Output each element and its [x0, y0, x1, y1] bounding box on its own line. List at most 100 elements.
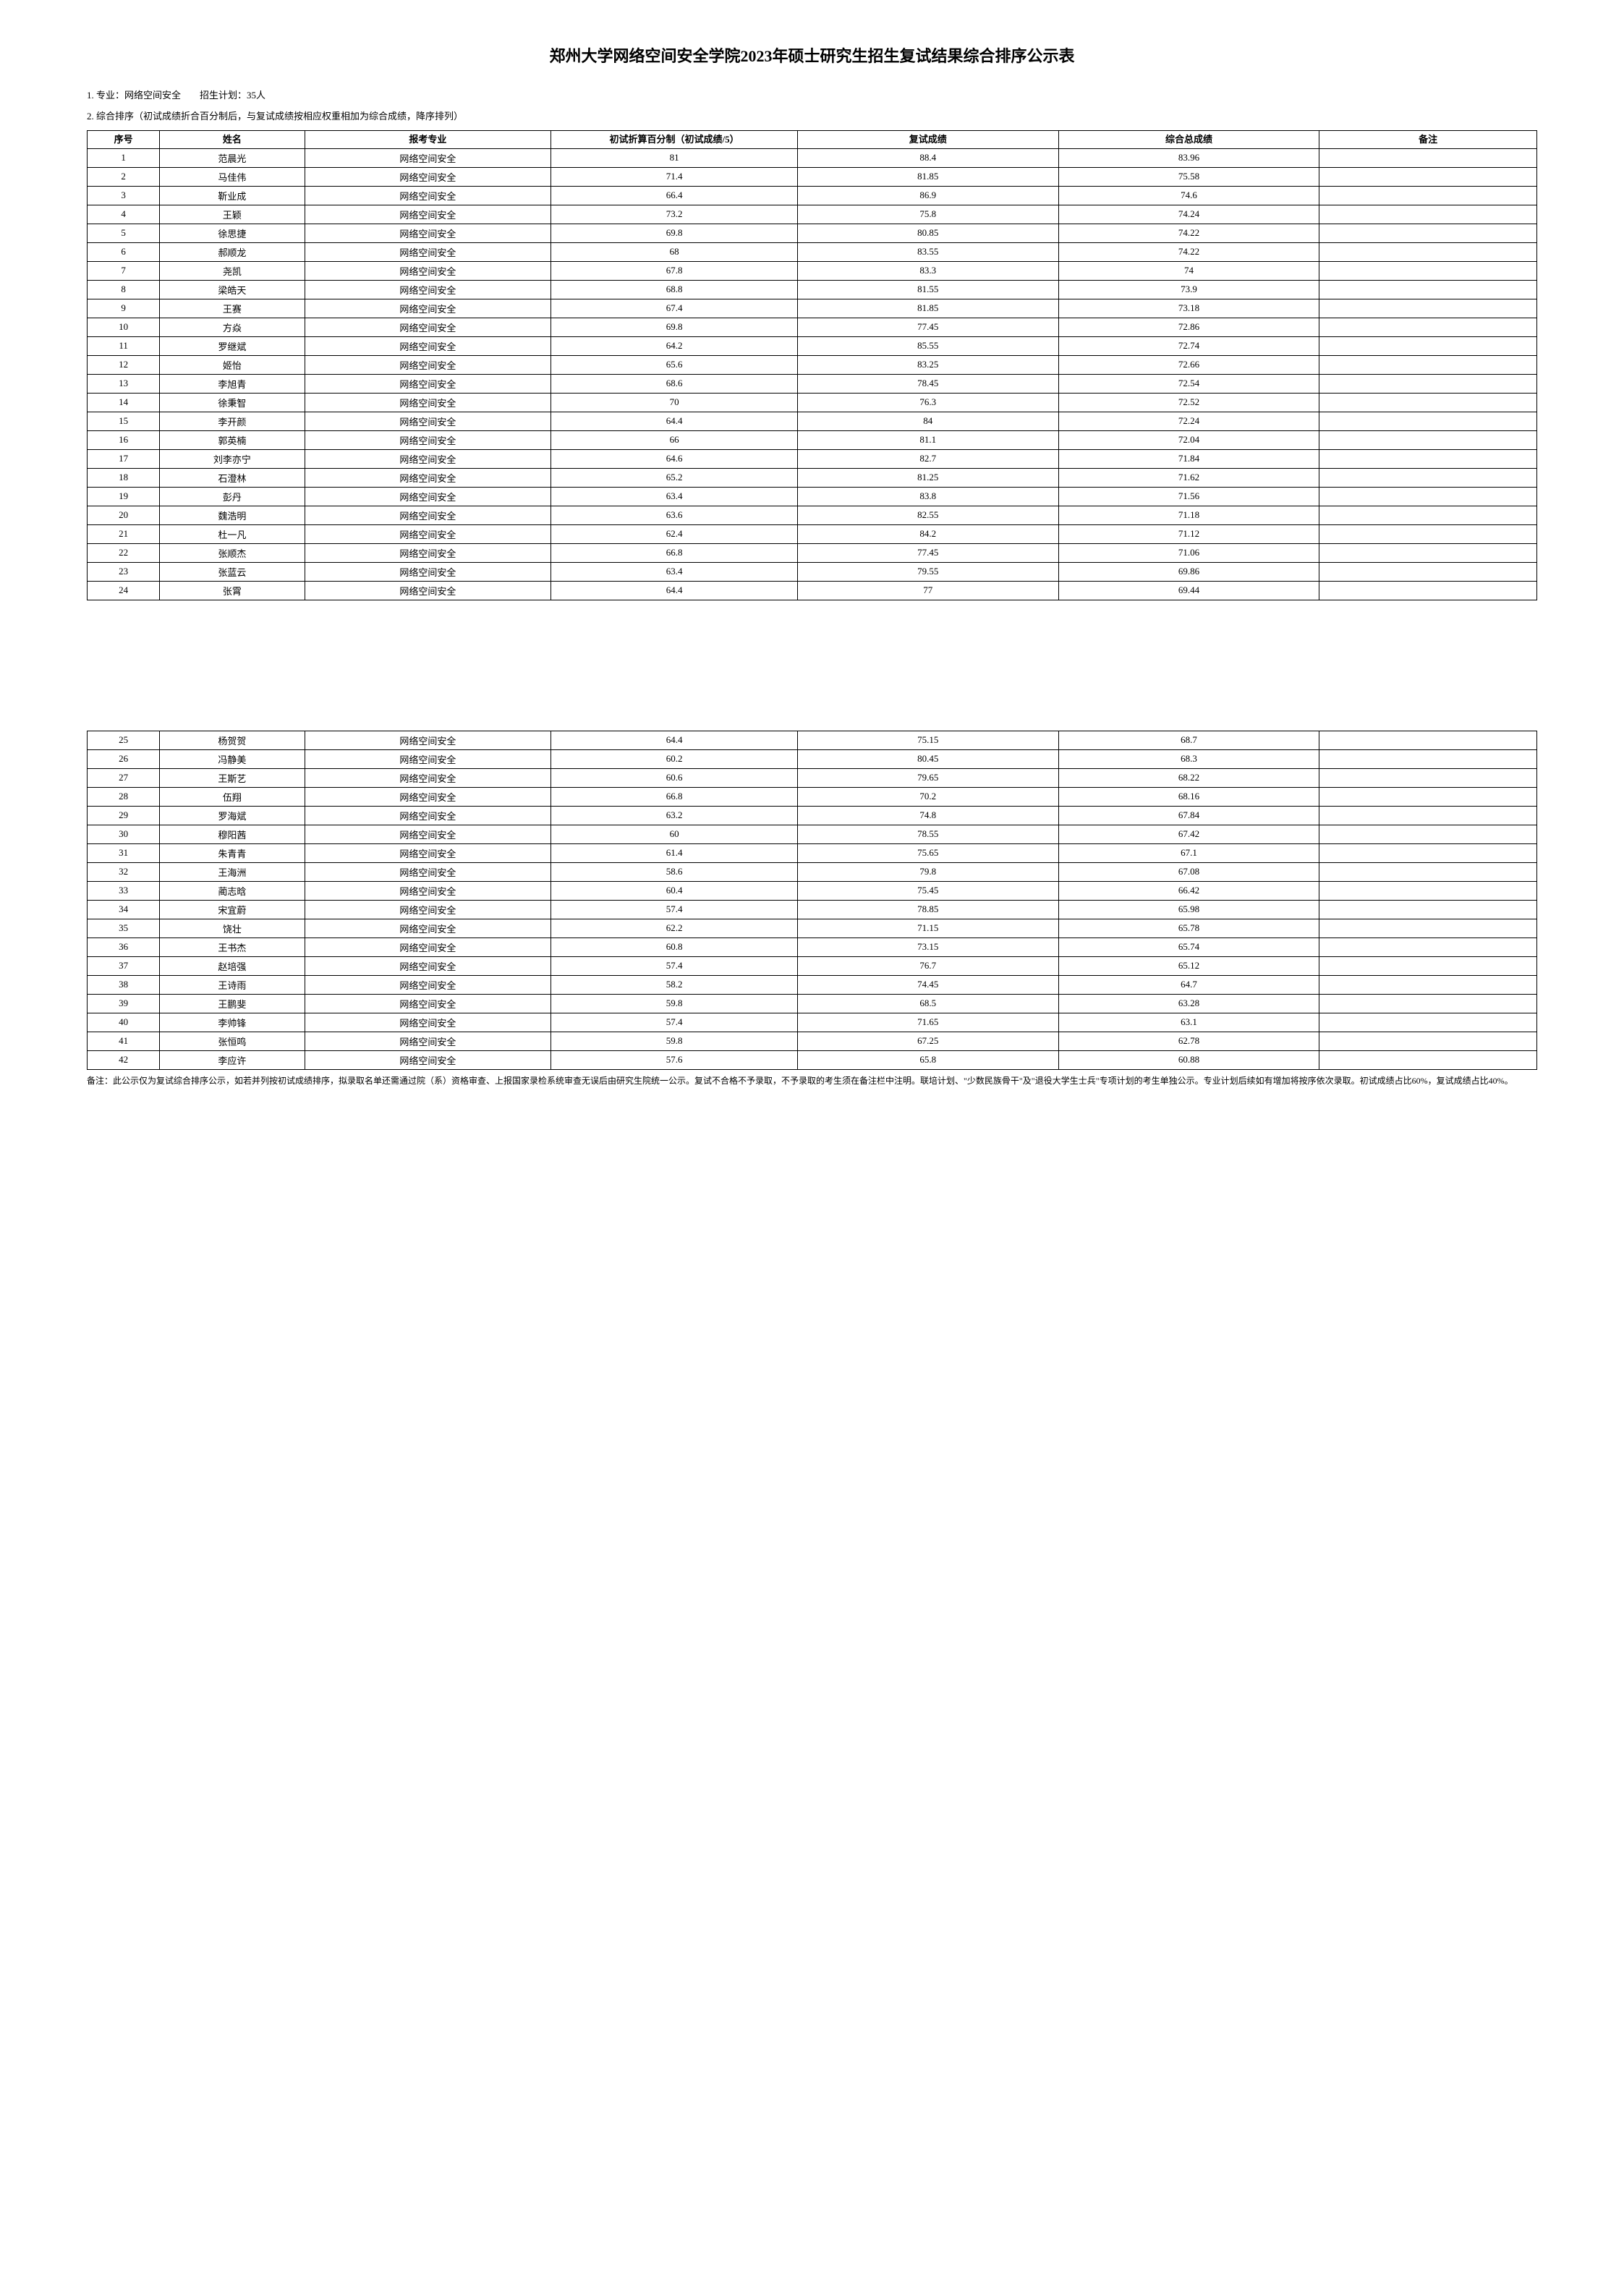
table-row: 10方焱网络空间安全69.877.4572.86 [88, 318, 1537, 336]
cell-idx: 36 [88, 937, 160, 956]
cell-prelim: 63.6 [551, 506, 798, 524]
cell-prelim: 64.6 [551, 449, 798, 468]
cell-name: 王斯艺 [160, 768, 305, 787]
results-table-2: 25杨贺贺网络空间安全64.475.1568.726冯静美网络空间安全60.28… [87, 731, 1537, 1070]
cell-prelim: 64.4 [551, 412, 798, 430]
cell-note [1319, 843, 1537, 862]
cell-name: 罗继斌 [160, 336, 305, 355]
cell-prelim: 63.2 [551, 806, 798, 825]
cell-retest: 76.7 [797, 956, 1058, 975]
cell-major: 网络空间安全 [305, 1032, 551, 1050]
cell-idx: 29 [88, 806, 160, 825]
cell-total: 75.58 [1058, 167, 1319, 186]
cell-total: 68.16 [1058, 787, 1319, 806]
cell-prelim: 68.6 [551, 374, 798, 393]
cell-retest: 79.55 [797, 562, 1058, 581]
table-row: 22张顺杰网络空间安全66.877.4571.06 [88, 543, 1537, 562]
cell-retest: 81.25 [797, 468, 1058, 487]
cell-note [1319, 280, 1537, 299]
cell-prelim: 81 [551, 148, 798, 167]
cell-note [1319, 975, 1537, 994]
cell-retest: 71.15 [797, 919, 1058, 937]
cell-prelim: 66.8 [551, 787, 798, 806]
col-header-prelim: 初试折算百分制（初试成绩/5） [551, 130, 798, 148]
cell-major: 网络空间安全 [305, 749, 551, 768]
cell-idx: 20 [88, 506, 160, 524]
cell-major: 网络空间安全 [305, 205, 551, 224]
cell-prelim: 60.4 [551, 881, 798, 900]
cell-note [1319, 318, 1537, 336]
cell-major: 网络空间安全 [305, 731, 551, 749]
cell-name: 王颖 [160, 205, 305, 224]
table-body-2: 25杨贺贺网络空间安全64.475.1568.726冯静美网络空间安全60.28… [88, 731, 1537, 1069]
cell-prelim: 69.8 [551, 318, 798, 336]
table-row: 14徐秉智网络空间安全7076.372.52 [88, 393, 1537, 412]
cell-total: 71.06 [1058, 543, 1319, 562]
cell-note [1319, 1050, 1537, 1069]
cell-major: 网络空间安全 [305, 299, 551, 318]
cell-total: 71.18 [1058, 506, 1319, 524]
table-row: 2马佳伟网络空间安全71.481.8575.58 [88, 167, 1537, 186]
table-row: 41张恒鸣网络空间安全59.867.2562.78 [88, 1032, 1537, 1050]
cell-major: 网络空间安全 [305, 449, 551, 468]
table-row: 1范晨光网络空间安全8188.483.96 [88, 148, 1537, 167]
cell-prelim: 61.4 [551, 843, 798, 862]
cell-prelim: 57.4 [551, 956, 798, 975]
cell-prelim: 60.8 [551, 937, 798, 956]
cell-total: 72.86 [1058, 318, 1319, 336]
table-row: 40李帅锋网络空间安全57.471.6563.1 [88, 1013, 1537, 1032]
cell-retest: 81.1 [797, 430, 1058, 449]
cell-name: 范晨光 [160, 148, 305, 167]
cell-major: 网络空间安全 [305, 468, 551, 487]
cell-retest: 81.55 [797, 280, 1058, 299]
cell-name: 郝顺龙 [160, 242, 305, 261]
cell-idx: 6 [88, 242, 160, 261]
cell-total: 60.88 [1058, 1050, 1319, 1069]
cell-note [1319, 956, 1537, 975]
cell-major: 网络空间安全 [305, 1013, 551, 1032]
cell-note [1319, 768, 1537, 787]
cell-major: 网络空间安全 [305, 393, 551, 412]
table-row: 12姬怡网络空间安全65.683.2572.66 [88, 355, 1537, 374]
cell-note [1319, 355, 1537, 374]
cell-prelim: 63.4 [551, 487, 798, 506]
cell-retest: 86.9 [797, 186, 1058, 205]
cell-prelim: 67.4 [551, 299, 798, 318]
cell-note [1319, 374, 1537, 393]
cell-name: 王鹏斐 [160, 994, 305, 1013]
cell-idx: 26 [88, 749, 160, 768]
cell-idx: 15 [88, 412, 160, 430]
table-row: 21杜一凡网络空间安全62.484.271.12 [88, 524, 1537, 543]
cell-prelim: 57.6 [551, 1050, 798, 1069]
cell-retest: 88.4 [797, 148, 1058, 167]
cell-retest: 75.8 [797, 205, 1058, 224]
cell-name: 张顺杰 [160, 543, 305, 562]
cell-total: 69.86 [1058, 562, 1319, 581]
cell-note [1319, 261, 1537, 280]
cell-major: 网络空间安全 [305, 787, 551, 806]
cell-idx: 16 [88, 430, 160, 449]
cell-prelim: 64.4 [551, 731, 798, 749]
table-row: 27王斯艺网络空间安全60.679.6568.22 [88, 768, 1537, 787]
cell-total: 65.78 [1058, 919, 1319, 937]
cell-total: 74 [1058, 261, 1319, 280]
cell-name: 冯静美 [160, 749, 305, 768]
cell-name: 姬怡 [160, 355, 305, 374]
cell-idx: 17 [88, 449, 160, 468]
cell-total: 74.22 [1058, 224, 1319, 242]
cell-retest: 83.55 [797, 242, 1058, 261]
cell-name: 王诗雨 [160, 975, 305, 994]
cell-major: 网络空间安全 [305, 261, 551, 280]
cell-note [1319, 167, 1537, 186]
cell-retest: 76.3 [797, 393, 1058, 412]
table-row: 15李开颜网络空间安全64.48472.24 [88, 412, 1537, 430]
cell-retest: 74.8 [797, 806, 1058, 825]
table-row: 29罗海斌网络空间安全63.274.867.84 [88, 806, 1537, 825]
info-line-1: 1. 专业：网络空间安全 招生计划：35人 [87, 88, 1537, 103]
cell-prelim: 66.8 [551, 543, 798, 562]
cell-total: 69.44 [1058, 581, 1319, 600]
cell-idx: 11 [88, 336, 160, 355]
cell-retest: 79.65 [797, 768, 1058, 787]
table-row: 6郝顺龙网络空间安全6883.5574.22 [88, 242, 1537, 261]
cell-prelim: 65.6 [551, 355, 798, 374]
